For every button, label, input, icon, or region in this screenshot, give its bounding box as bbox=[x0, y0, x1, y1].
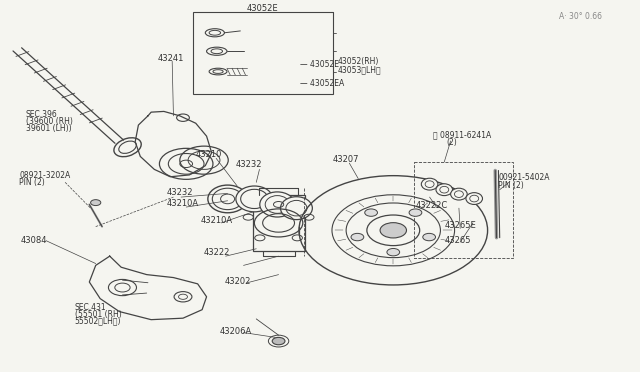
Circle shape bbox=[409, 209, 422, 216]
Text: 08921-3202A: 08921-3202A bbox=[19, 171, 70, 180]
Circle shape bbox=[91, 200, 100, 206]
Text: 43265: 43265 bbox=[444, 236, 471, 245]
Bar bbox=[253, 195, 305, 251]
Text: 43084: 43084 bbox=[20, 236, 47, 245]
Text: 43222C: 43222C bbox=[415, 201, 448, 210]
Ellipse shape bbox=[451, 188, 467, 200]
Ellipse shape bbox=[208, 185, 247, 213]
Text: (55501 (RH): (55501 (RH) bbox=[75, 310, 122, 319]
Text: A· 30° 0.66: A· 30° 0.66 bbox=[559, 12, 602, 21]
Ellipse shape bbox=[280, 197, 312, 219]
Ellipse shape bbox=[207, 47, 227, 55]
Bar bbox=[414, 162, 513, 258]
Text: SEC.431: SEC.431 bbox=[75, 303, 106, 312]
Ellipse shape bbox=[260, 192, 295, 217]
Text: 43202: 43202 bbox=[225, 277, 251, 286]
Text: 43206A: 43206A bbox=[220, 327, 252, 336]
Text: 43210A: 43210A bbox=[200, 216, 232, 225]
Text: 43052E: 43052E bbox=[246, 4, 278, 13]
Text: 43052(RH): 43052(RH) bbox=[337, 57, 379, 66]
Circle shape bbox=[387, 248, 399, 256]
Text: SEC.396: SEC.396 bbox=[26, 109, 58, 119]
Ellipse shape bbox=[421, 178, 438, 190]
Text: PIN (2): PIN (2) bbox=[19, 178, 45, 187]
Text: PIN (2): PIN (2) bbox=[499, 181, 524, 190]
Circle shape bbox=[351, 233, 364, 241]
Text: 43232: 43232 bbox=[236, 160, 262, 170]
Circle shape bbox=[380, 223, 406, 238]
Text: Ⓝ 08911-6241A: Ⓝ 08911-6241A bbox=[433, 131, 492, 140]
Circle shape bbox=[365, 209, 378, 216]
Text: 55502〈LH〉): 55502〈LH〉) bbox=[75, 317, 121, 326]
Bar bbox=[193, 13, 333, 94]
Circle shape bbox=[423, 233, 436, 241]
Text: 00921-5402A: 00921-5402A bbox=[499, 173, 550, 182]
Text: — 43052EA: — 43052EA bbox=[300, 79, 344, 88]
Text: 39601 (LH)): 39601 (LH)) bbox=[26, 124, 71, 133]
Text: 43210: 43210 bbox=[196, 150, 222, 159]
Ellipse shape bbox=[466, 193, 483, 205]
Text: 43241: 43241 bbox=[157, 54, 184, 63]
Ellipse shape bbox=[205, 29, 225, 37]
Text: 43222: 43222 bbox=[204, 248, 230, 257]
Text: 43210A: 43210A bbox=[167, 199, 199, 208]
Text: (2): (2) bbox=[446, 138, 457, 147]
Ellipse shape bbox=[209, 68, 227, 75]
Text: 43232: 43232 bbox=[167, 188, 193, 197]
Text: 43207: 43207 bbox=[333, 155, 359, 164]
Text: (39600 (RH): (39600 (RH) bbox=[26, 117, 72, 126]
Text: 43265E: 43265E bbox=[444, 221, 476, 230]
Ellipse shape bbox=[236, 186, 273, 212]
Text: — 43052E: — 43052E bbox=[300, 60, 339, 70]
Ellipse shape bbox=[436, 184, 452, 196]
Text: 43053〈LH〉: 43053〈LH〉 bbox=[337, 65, 381, 74]
Circle shape bbox=[272, 337, 285, 345]
